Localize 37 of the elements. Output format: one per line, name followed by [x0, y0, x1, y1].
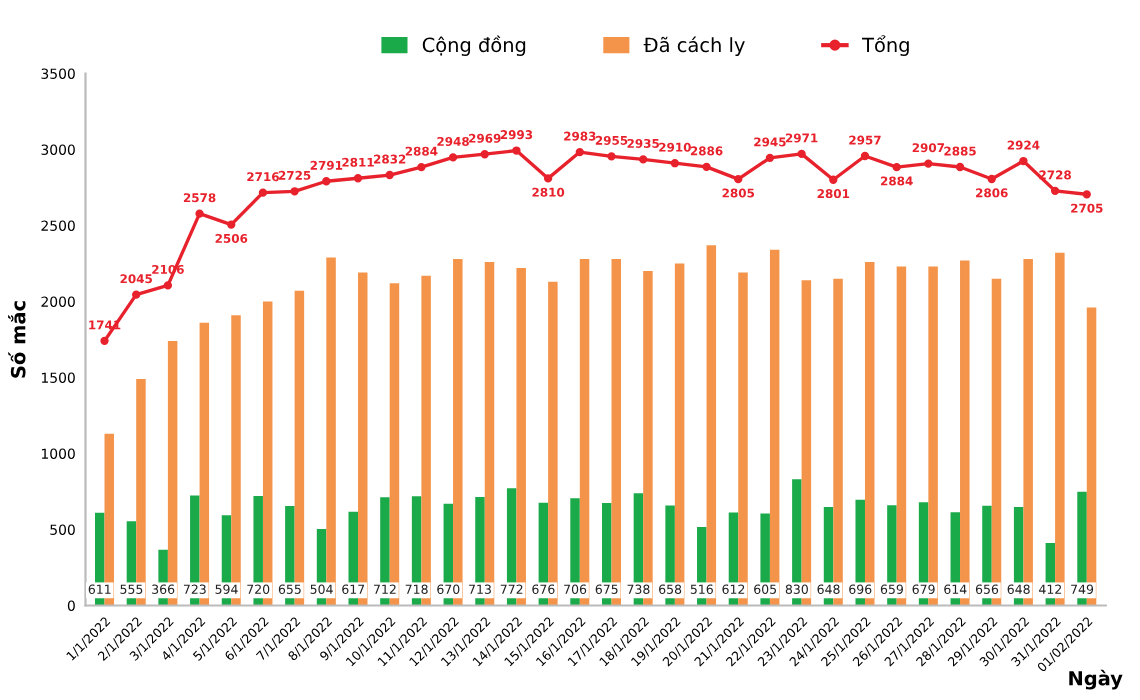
legend-label: Tổng [862, 35, 909, 56]
point [670, 159, 680, 168]
point [417, 162, 426, 172]
point [227, 220, 236, 229]
point [987, 174, 996, 184]
point [1019, 156, 1028, 166]
point [322, 177, 331, 186]
point [797, 149, 806, 159]
point [734, 174, 743, 184]
x-axis-title: Ngày [1069, 669, 1123, 690]
point [385, 170, 394, 180]
legend-label: Cộng đồng [422, 35, 526, 56]
point [955, 162, 965, 172]
y-axis-title: Số mắc [8, 301, 26, 378]
point [860, 151, 870, 161]
point [607, 152, 616, 161]
point [353, 174, 363, 183]
point [1050, 186, 1060, 196]
point [829, 175, 838, 184]
point [480, 150, 489, 159]
point [639, 155, 648, 164]
point [575, 147, 584, 157]
point [512, 146, 521, 155]
point [290, 187, 299, 196]
point [448, 153, 458, 162]
point [195, 209, 204, 218]
point [163, 281, 173, 290]
point [543, 174, 553, 183]
point [258, 188, 268, 197]
point [1082, 190, 1091, 199]
legend-label: Đã cách ly [643, 36, 745, 56]
point [100, 336, 109, 346]
point [765, 153, 775, 163]
point [132, 290, 141, 299]
point [892, 162, 901, 172]
point [924, 159, 933, 168]
point [702, 162, 711, 171]
